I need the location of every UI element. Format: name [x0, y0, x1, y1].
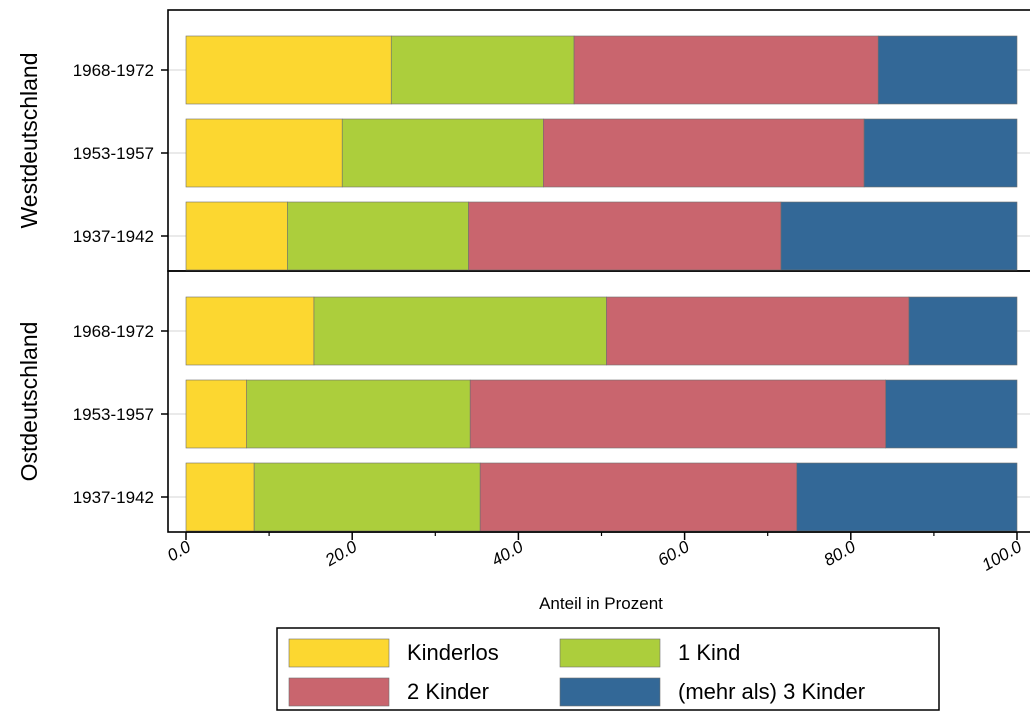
- bar-ostdeutschland-1968-1972-2-kinder: [606, 296, 910, 366]
- bars: [185, 35, 1018, 532]
- x-tick-label-1: 0.0: [164, 537, 194, 566]
- x-tick-label-6: 100.0: [979, 537, 1026, 575]
- bar-ostdeutschland-1937-1942-kinderlos: [185, 462, 255, 532]
- legend: Kinderlos 1 Kind 2 Kinder (mehr als) 3 Kind…: [276, 627, 940, 711]
- x-tick-label-2: 20.0: [321, 537, 360, 571]
- panels: Westdeutschland 1968-1972 1953-1957 1937-19…: [16, 9, 1030, 533]
- x-axis: 0.0 20.0 40.0 60.0 80.0 100.0: [164, 531, 1026, 575]
- bar-ostdeutschland-1968-1972-1-kind: [313, 296, 607, 366]
- bar-westdeutschland-1953-1957-2-kinder: [543, 118, 865, 188]
- bar-ostdeutschland-1953-1957-kinderlos: [185, 379, 247, 449]
- bar-westdeutschland-1968-1972-kinderlos: [185, 35, 392, 105]
- legend-label-mehr-als-3-kinder: (mehr als) 3 Kinder: [678, 679, 865, 704]
- bar-ostdeutschland-1937-1942-mehr-als-3-kinder: [796, 462, 1018, 532]
- x-axis-label: Anteil in Prozent: [539, 594, 663, 613]
- legend-item-mehr-als-3-kinder: (mehr als) 3 Kinder: [559, 677, 865, 707]
- bar-westdeutschland-1968-1972-2-kinder: [573, 35, 879, 105]
- group-label-ostdeutschland: Ostdeutschland: [16, 322, 42, 482]
- bar-westdeutschland-1953-1957-kinderlos: [185, 118, 343, 188]
- y-tick-label-ostdeutschland-1968-1972: 1968-1972: [73, 322, 154, 341]
- legend-item-kinderlos: Kinderlos: [288, 638, 499, 668]
- bar-ostdeutschland-1937-1942-1-kind: [253, 462, 481, 532]
- legend-swatch-2-kinder: [288, 677, 390, 707]
- bar-ostdeutschland-1968-1972-kinderlos: [185, 296, 315, 366]
- x-tick-label-5: 80.0: [821, 537, 860, 570]
- y-tick-label-westdeutschland-1953-1957: 1953-1957: [73, 144, 154, 163]
- bar-westdeutschland-1937-1942-kinderlos: [185, 201, 288, 271]
- bar-westdeutschland-1937-1942-2-kinder: [468, 201, 782, 271]
- legend-label-1-kind: 1 Kind: [678, 640, 740, 665]
- legend-label-2-kinder: 2 Kinder: [407, 679, 489, 704]
- legend-swatch-kinderlos: [288, 638, 390, 668]
- bar-ostdeutschland-1953-1957-2-kinder: [469, 379, 887, 449]
- x-tick-label-3: 40.0: [488, 537, 527, 570]
- y-tick-label-ostdeutschland-1953-1957: 1953-1957: [73, 405, 154, 424]
- bar-westdeutschland-1968-1972-mehr-als-3-kinder: [877, 35, 1018, 105]
- bar-westdeutschland-1953-1957-1-kind: [341, 118, 544, 188]
- bar-westdeutschland-1968-1972-1-kind: [390, 35, 575, 105]
- bar-ostdeutschland-1953-1957-mehr-als-3-kinder: [885, 379, 1018, 449]
- bar-ostdeutschland-1953-1957-1-kind: [246, 379, 471, 449]
- legend-label-kinderlos: Kinderlos: [407, 640, 499, 665]
- bar-ostdeutschland-1937-1942-2-kinder: [479, 462, 798, 532]
- x-tick-label-4: 60.0: [654, 537, 693, 570]
- legend-item-1-kind: 1 Kind: [559, 638, 740, 668]
- bar-westdeutschland-1937-1942-1-kind: [287, 201, 469, 271]
- y-tick-label-westdeutschland-1937-1942: 1937-1942: [73, 227, 154, 246]
- legend-item-2-kinder: 2 Kinder: [288, 677, 489, 707]
- group-label-westdeutschland: Westdeutschland: [16, 52, 42, 228]
- y-tick-label-westdeutschland-1968-1972: 1968-1972: [73, 61, 154, 80]
- bar-ostdeutschland-1968-1972-mehr-als-3-kinder: [908, 296, 1018, 366]
- y-tick-label-ostdeutschland-1937-1942: 1937-1942: [73, 488, 154, 507]
- legend-swatch-1-kind: [559, 638, 661, 668]
- bar-westdeutschland-1953-1957-mehr-als-3-kinder: [863, 118, 1018, 188]
- bar-westdeutschland-1937-1942-mehr-als-3-kinder: [780, 201, 1018, 271]
- legend-swatch-mehr-als-3-kinder: [559, 677, 661, 707]
